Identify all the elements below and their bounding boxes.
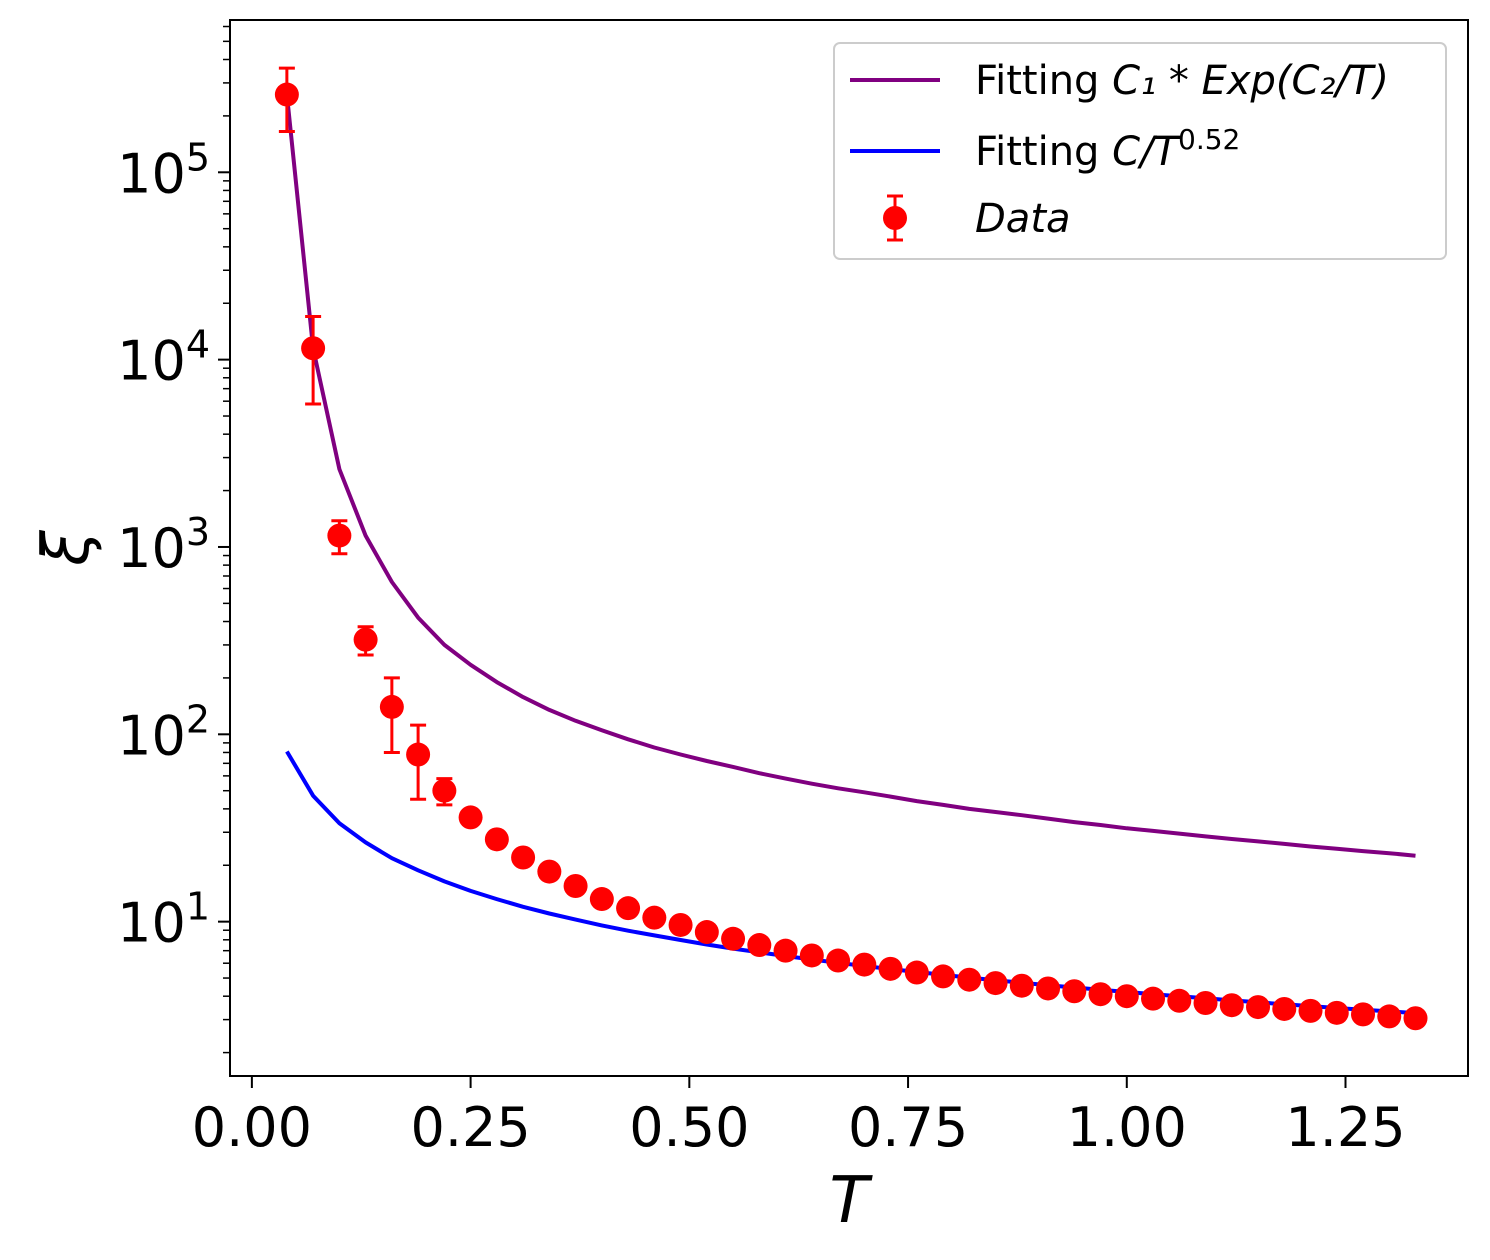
y-tick-label: 103 (117, 510, 210, 580)
legend-label: Fitting C/T0.52 (975, 123, 1240, 175)
legend-frame (833, 42, 1447, 260)
data-point (327, 523, 352, 548)
data-point (668, 912, 693, 937)
data-point (1219, 993, 1244, 1018)
data-point (1036, 976, 1061, 1001)
data-point (432, 778, 457, 803)
x-tick-label: 0.50 (629, 1096, 749, 1159)
data-point (852, 952, 877, 977)
data-point (721, 926, 746, 951)
data-point (274, 82, 299, 107)
data-point (353, 627, 378, 652)
data-point (589, 887, 614, 912)
data-point (1009, 973, 1034, 998)
data-point (878, 956, 903, 981)
y-tick-exponent: 2 (186, 697, 210, 741)
legend-label: Data (975, 196, 1071, 242)
data-point (1114, 984, 1139, 1009)
plot-area: 0.00 0.25 0.50 0.75 1.00 1.25101102103104105T… (30, 19, 1469, 1238)
legend-swatch-marker (883, 206, 907, 230)
data-point (1088, 982, 1113, 1007)
x-tick-label: 0.25 (410, 1096, 530, 1159)
data-point (1141, 986, 1166, 1011)
data-point (931, 964, 956, 989)
data-point (406, 742, 431, 767)
data-point (957, 967, 982, 992)
data-point (379, 694, 404, 719)
data-point (1403, 1006, 1428, 1031)
data-point (1272, 996, 1297, 1021)
data-point (773, 938, 798, 963)
y-tick-exponent: 3 (186, 510, 210, 554)
data-point (563, 873, 588, 898)
data-point (826, 948, 851, 973)
data-point (1167, 988, 1192, 1013)
legend-label-prefix: Fitting (975, 58, 1112, 104)
data-point (616, 896, 641, 921)
legend: Fitting C₁ * Exp(C₂/T)Fitting C/T0.52Dat… (833, 42, 1447, 260)
y-tick-base: 10 (117, 892, 186, 955)
data-point (1298, 998, 1323, 1023)
y-tick-exponent: 5 (186, 135, 210, 179)
x-tick-label: 1.25 (1285, 1096, 1405, 1159)
data-point (1324, 1000, 1349, 1025)
legend-label-superscript: 0.52 (1178, 123, 1240, 156)
data-point (904, 960, 929, 985)
data-point (1246, 995, 1271, 1020)
data-point (983, 971, 1008, 996)
x-tick-label: 1.00 (1067, 1096, 1187, 1159)
y-tick-label: 101 (117, 885, 210, 955)
y-tick-base: 10 (117, 330, 186, 393)
data-point (799, 943, 824, 968)
data-point (484, 827, 509, 852)
y-tick-base: 10 (117, 517, 186, 580)
fit-line-series-0 (284, 94, 1416, 858)
data-point (1351, 1002, 1376, 1027)
data-point (1193, 990, 1218, 1015)
legend-label-formula: Data (975, 196, 1071, 242)
y-tick-base: 10 (117, 704, 186, 767)
data-point (537, 859, 562, 884)
data-point (694, 920, 719, 945)
axes-frame (229, 19, 1469, 1077)
data-point (642, 905, 667, 930)
x-tick-label: 0.00 (192, 1096, 312, 1159)
legend-label-prefix: Fitting (975, 129, 1112, 175)
legend-label-formula: C₁ * Exp(C₂/T) (1112, 58, 1389, 104)
y-tick-exponent: 4 (186, 323, 210, 367)
y-tick-label: 104 (117, 323, 210, 393)
x-tick-label: 0.75 (848, 1096, 968, 1159)
x-axis-label: T (829, 1164, 873, 1238)
data-point (1062, 979, 1087, 1004)
y-axis-label: ξ (30, 529, 104, 567)
y-tick-exponent: 1 (186, 885, 210, 929)
data-point (1377, 1004, 1402, 1029)
data-point (511, 845, 536, 870)
y-tick-label: 105 (117, 135, 210, 205)
data-point (458, 805, 483, 830)
legend-label: Fitting C₁ * Exp(C₂/T) (975, 58, 1389, 104)
y-tick-label: 102 (117, 697, 210, 767)
y-tick-base: 10 (117, 142, 186, 205)
data-point (747, 933, 772, 958)
data-point (301, 336, 326, 361)
legend-label-formula: C/T (1112, 129, 1181, 175)
